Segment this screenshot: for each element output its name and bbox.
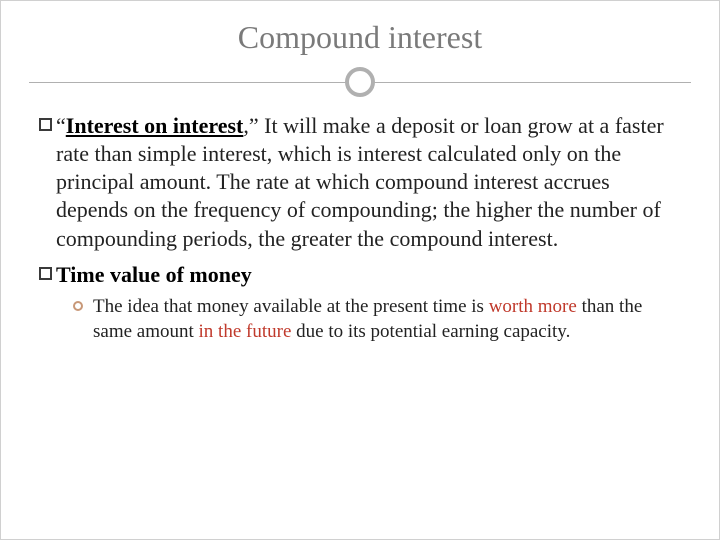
- slide: Compound interest “Interest on interest,…: [0, 0, 720, 540]
- sub-bullet-item: The idea that money available at the pre…: [73, 295, 681, 344]
- lead-bold: Time value of money: [56, 262, 252, 287]
- content-area: “Interest on interest,” It will make a d…: [29, 112, 691, 344]
- circle-bullet-icon: [73, 301, 83, 311]
- sub-highlight: in the future: [199, 321, 292, 342]
- bullet-text: “Interest on interest,” It will make a d…: [56, 112, 681, 253]
- sub-bullet-text: The idea that money available at the pre…: [93, 295, 681, 344]
- lead-quote: “: [56, 113, 66, 138]
- slide-title: Compound interest: [29, 19, 691, 56]
- sub-highlight: worth more: [489, 296, 577, 317]
- divider-circle-icon: [345, 67, 375, 97]
- lead-bold: Interest on interest: [66, 113, 244, 138]
- title-divider: [29, 64, 691, 100]
- sub-pre: The idea that money available at the pre…: [93, 296, 489, 317]
- bullet-text: Time value of money: [56, 261, 252, 289]
- bullet-item: “Interest on interest,” It will make a d…: [39, 112, 681, 253]
- square-bullet-icon: [39, 267, 52, 280]
- square-bullet-icon: [39, 118, 52, 131]
- bullet-item: Time value of money The idea that money …: [39, 261, 681, 345]
- sub-post: due to its potential earning capacity.: [291, 321, 570, 342]
